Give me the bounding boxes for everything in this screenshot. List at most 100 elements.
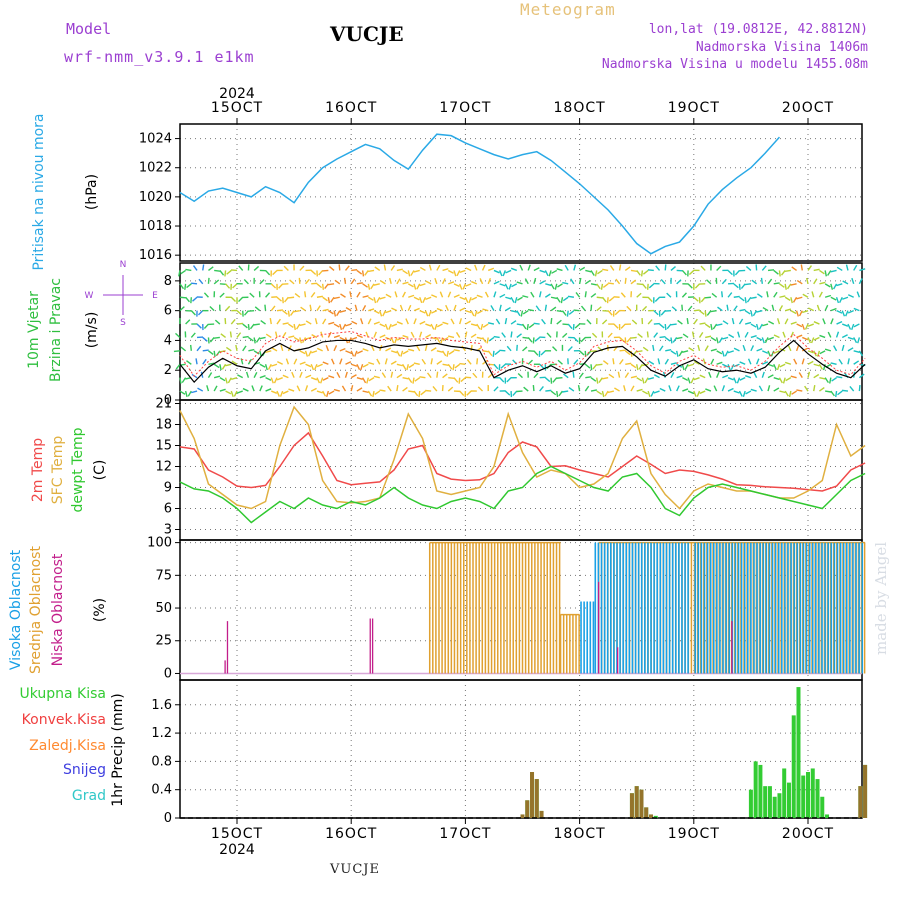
wind-barb	[221, 363, 227, 370]
wind-barb	[453, 294, 460, 298]
wind-barb	[328, 375, 335, 379]
wind-barb	[578, 277, 582, 284]
wind-barb	[198, 278, 204, 285]
wind-barb	[178, 270, 181, 277]
wind-barb	[778, 270, 781, 277]
wind-barb	[470, 333, 477, 339]
total-precip-bar	[767, 786, 772, 818]
compass-w: W	[85, 291, 94, 301]
wind-barb	[541, 318, 546, 325]
wind-barb	[532, 385, 535, 392]
wind-barb	[213, 385, 218, 392]
wind-barb	[356, 363, 361, 370]
wind-barb	[670, 337, 673, 344]
footer-station: VUCJE	[330, 862, 380, 877]
wind-barb	[316, 295, 323, 298]
wind-barb	[454, 363, 461, 369]
wind-barb	[350, 374, 357, 379]
wind-barb	[567, 295, 575, 298]
wind-barb	[676, 336, 683, 340]
wind-barb	[724, 350, 729, 357]
wind-barb	[596, 390, 603, 395]
wind-barb	[733, 377, 737, 384]
wind-barb	[230, 296, 237, 303]
station-title: VUCJE	[330, 22, 404, 46]
wind-barb	[459, 283, 463, 290]
wind-barb	[242, 335, 249, 339]
wind-barb	[624, 372, 630, 379]
wind-barb	[818, 291, 823, 298]
wind-barb	[767, 278, 773, 285]
wind-barb	[800, 264, 803, 271]
wind-barb	[686, 318, 689, 325]
wind-barb	[607, 332, 613, 338]
wind-barb	[442, 373, 448, 379]
wind-barb	[360, 318, 364, 325]
wind-barb	[847, 347, 854, 352]
wind-barb	[270, 377, 274, 384]
wind-barb	[379, 310, 383, 317]
wind-barb	[242, 323, 248, 329]
wind-barb	[670, 362, 677, 365]
wind-barb	[214, 269, 221, 272]
wind-barb	[425, 323, 432, 327]
wind-barb	[830, 269, 837, 273]
wind-barb	[811, 291, 815, 298]
wind-barb	[682, 350, 689, 353]
wind-barb	[836, 283, 843, 287]
wind-barb	[847, 323, 852, 330]
wind-barb	[641, 305, 648, 312]
wind-barb	[609, 265, 615, 271]
wind-barb	[520, 310, 524, 317]
wind-barb	[670, 323, 677, 326]
wind-barb	[715, 337, 719, 344]
wind-barb	[594, 270, 598, 277]
y-tick-label: 1020	[139, 190, 172, 205]
wind-barb	[276, 318, 281, 325]
wind-barb	[436, 323, 443, 328]
wind-barb	[718, 337, 723, 343]
wind-barb	[282, 322, 289, 325]
wind-barb	[453, 304, 457, 311]
wind-barb	[424, 310, 429, 317]
wind-barb	[521, 323, 527, 330]
wind-barb	[219, 292, 225, 298]
wind-barb	[472, 372, 478, 379]
wind-barb	[558, 390, 564, 397]
wind-barb	[722, 363, 729, 368]
wind-barb	[287, 323, 294, 328]
wind-barb	[287, 310, 290, 317]
wind-barb	[802, 293, 809, 298]
wind-barb	[175, 332, 181, 338]
wind-barb	[556, 390, 559, 398]
wind-barb	[265, 333, 272, 339]
wind-barb	[502, 270, 507, 277]
wind-barb	[647, 296, 653, 303]
wind-barb	[328, 283, 335, 286]
wind-barb	[550, 283, 555, 290]
wind-barb	[434, 277, 438, 285]
wind-barb	[750, 334, 757, 339]
wind-barb	[291, 371, 295, 378]
conv-precip-bar	[534, 779, 539, 818]
wind-barb	[407, 377, 413, 384]
wind-barb	[640, 270, 644, 277]
wind-barb	[699, 390, 706, 395]
wind-barb	[551, 269, 558, 274]
wind-barb	[209, 305, 215, 312]
wind-barb	[512, 390, 518, 397]
wind-barb	[376, 296, 381, 303]
model-label: Model	[66, 20, 112, 38]
wind-barb	[295, 323, 301, 330]
wind-barb	[344, 265, 350, 271]
wind-barb	[311, 334, 318, 339]
wind-barb	[824, 270, 828, 277]
wind-barb	[721, 350, 725, 357]
wind-barb	[824, 283, 831, 288]
wind-barb	[482, 359, 488, 365]
wind-barb	[676, 279, 682, 285]
wind-barb	[259, 363, 266, 368]
wind-barb	[836, 310, 843, 314]
wind-barb	[672, 337, 678, 343]
wind-barb	[460, 377, 466, 383]
